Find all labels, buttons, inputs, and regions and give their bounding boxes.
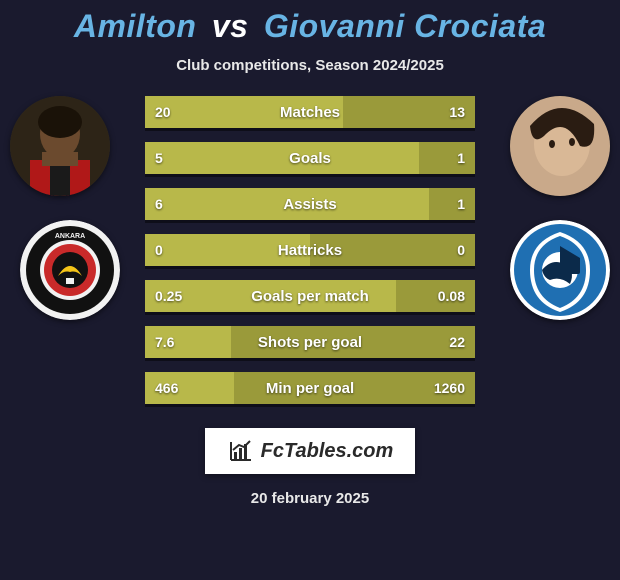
stat-row: 466 Min per goal 1260: [145, 372, 475, 404]
stat-row: 0 Hattricks 0: [145, 234, 475, 266]
stat-label: Goals: [289, 150, 331, 167]
stat-label: Hattricks: [278, 242, 342, 259]
stat-value-left: 0.25: [155, 288, 182, 304]
stat-value-left: 6: [155, 196, 163, 212]
comparison-title: Amilton vs Giovanni Crociata: [74, 8, 546, 45]
player2-name: Giovanni Crociata: [264, 8, 546, 44]
stat-label: Assists: [283, 196, 336, 213]
stat-value-left: 7.6: [155, 334, 174, 350]
player2-club-badge: [510, 220, 610, 320]
stat-row: 0.25 Goals per match 0.08: [145, 280, 475, 312]
stat-value-left: 466: [155, 380, 178, 396]
stat-fill: [145, 142, 419, 174]
player1-club-badge: ANKARA: [20, 220, 120, 320]
stat-value-left: 5: [155, 150, 163, 166]
svg-text:ANKARA: ANKARA: [55, 233, 85, 240]
stat-label: Min per goal: [266, 380, 354, 397]
stat-label: Matches: [280, 104, 340, 121]
stat-value-right: 1260: [434, 380, 465, 396]
subtitle: Club competitions, Season 2024/2025: [176, 57, 444, 74]
player1-name: Amilton: [74, 8, 197, 44]
date-label: 20 february 2025: [251, 490, 369, 507]
stat-value-right: 1: [457, 150, 465, 166]
stat-value-right: 22: [449, 334, 465, 350]
stat-row: 5 Goals 1: [145, 142, 475, 174]
stat-bars: 20 Matches 13 5 Goals 1 6 Assists 1 0 Hattricks 0 0.…: [145, 96, 475, 404]
stat-value-right: 13: [449, 104, 465, 120]
stat-value-right: 0: [457, 242, 465, 258]
brand-text: FcTables.com: [261, 440, 394, 463]
stat-row: 20 Matches 13: [145, 96, 475, 128]
stat-value-right: 1: [457, 196, 465, 212]
player1-avatar: [10, 96, 110, 196]
brand-box: FcTables.com: [205, 428, 416, 474]
stat-row: 6 Assists 1: [145, 188, 475, 220]
player2-avatar: [510, 96, 610, 196]
stats-area: ANKARA 20 Matches 13 5 Goals 1 6 Assists 1 0 Hattr…: [0, 96, 620, 404]
stat-value-left: 0: [155, 242, 163, 258]
stat-label: Shots per goal: [258, 334, 362, 351]
stat-label: Goals per match: [251, 288, 369, 305]
vs-label: vs: [212, 8, 249, 44]
stat-row: 7.6 Shots per goal 22: [145, 326, 475, 358]
stat-value-left: 20: [155, 104, 171, 120]
stat-value-right: 0.08: [438, 288, 465, 304]
chart-icon: [227, 438, 253, 464]
